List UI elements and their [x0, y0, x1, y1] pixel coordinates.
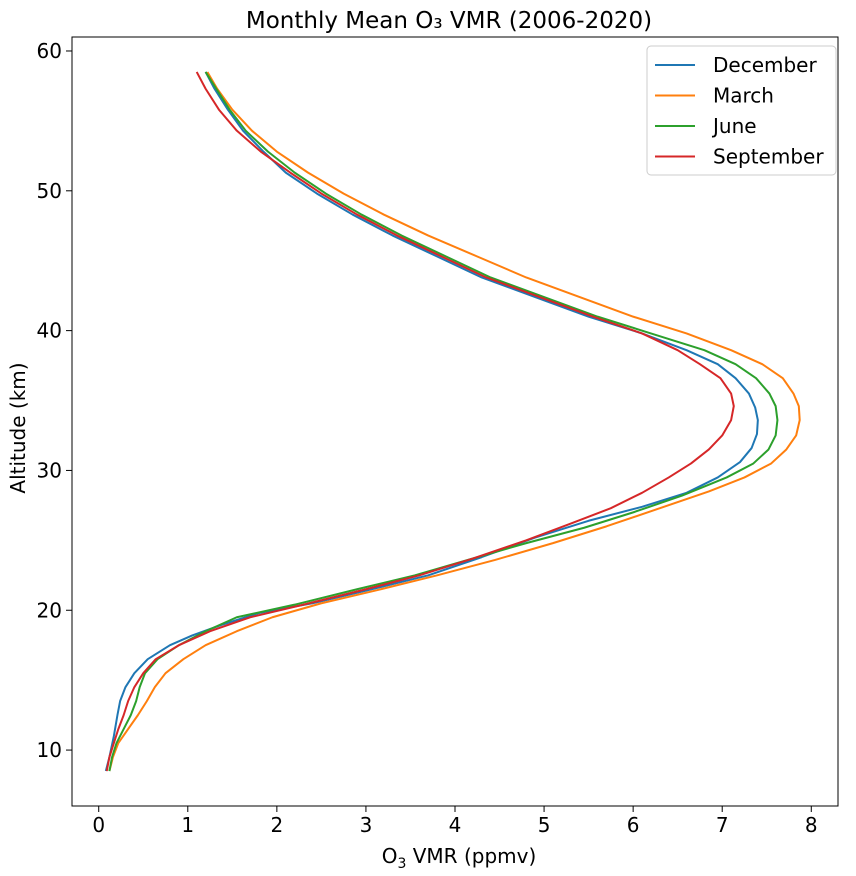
- x-tick-label-5: 5: [538, 813, 551, 837]
- y-tick-label-50: 50: [37, 179, 62, 203]
- series-line-september: [105, 71, 735, 772]
- x-tick-label-7: 7: [716, 813, 729, 837]
- series-line-march: [108, 71, 801, 772]
- plot-area: 0 1 2 3 4 5 6 7 8 10 20 30 40 50 60 December March June Se…: [37, 36, 839, 837]
- legend-label-december: December: [713, 53, 817, 77]
- x-tick-label-6: 6: [627, 813, 640, 837]
- legend-box: [646, 45, 837, 176]
- chart-title: Monthly Mean O₃ VMR (2006-2020): [246, 8, 652, 34]
- legend: December March June September: [646, 45, 837, 176]
- y-axis-label: Altitude (km): [6, 362, 30, 493]
- x-tick-label-3: 3: [360, 813, 373, 837]
- x-tick-label-1: 1: [181, 813, 194, 837]
- x-tick-label-8: 8: [805, 813, 818, 837]
- series-line-december: [104, 71, 759, 772]
- x-axis-label-main: O: [382, 844, 398, 868]
- series-line-june: [108, 71, 779, 772]
- y-tick-label-30: 30: [37, 458, 62, 482]
- x-axis-label: O3 VMR (ppmv): [382, 844, 537, 872]
- x-tick-label-2: 2: [270, 813, 283, 837]
- x-tick-label-0: 0: [92, 813, 105, 837]
- x-tick-label-4: 4: [449, 813, 462, 837]
- legend-label-september: September: [713, 145, 824, 169]
- legend-label-june: June: [711, 114, 757, 138]
- y-tick-label-60: 60: [37, 39, 62, 63]
- x-axis-label-unit: VMR (ppmv): [406, 844, 536, 868]
- y-tick-label-20: 20: [37, 598, 62, 622]
- y-tick-label-40: 40: [37, 319, 62, 343]
- x-axis-label-subscript: 3: [397, 856, 406, 872]
- y-tick-label-10: 10: [37, 738, 62, 762]
- legend-label-march: March: [713, 84, 774, 108]
